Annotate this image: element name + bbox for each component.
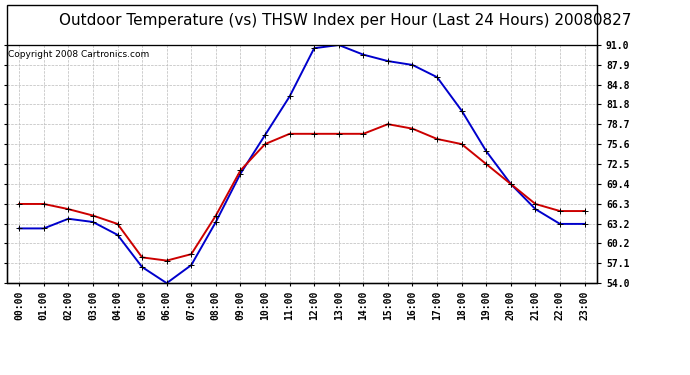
Text: Outdoor Temperature (vs) THSW Index per Hour (Last 24 Hours) 20080827: Outdoor Temperature (vs) THSW Index per … [59,13,631,28]
Text: Copyright 2008 Cartronics.com: Copyright 2008 Cartronics.com [8,50,149,59]
